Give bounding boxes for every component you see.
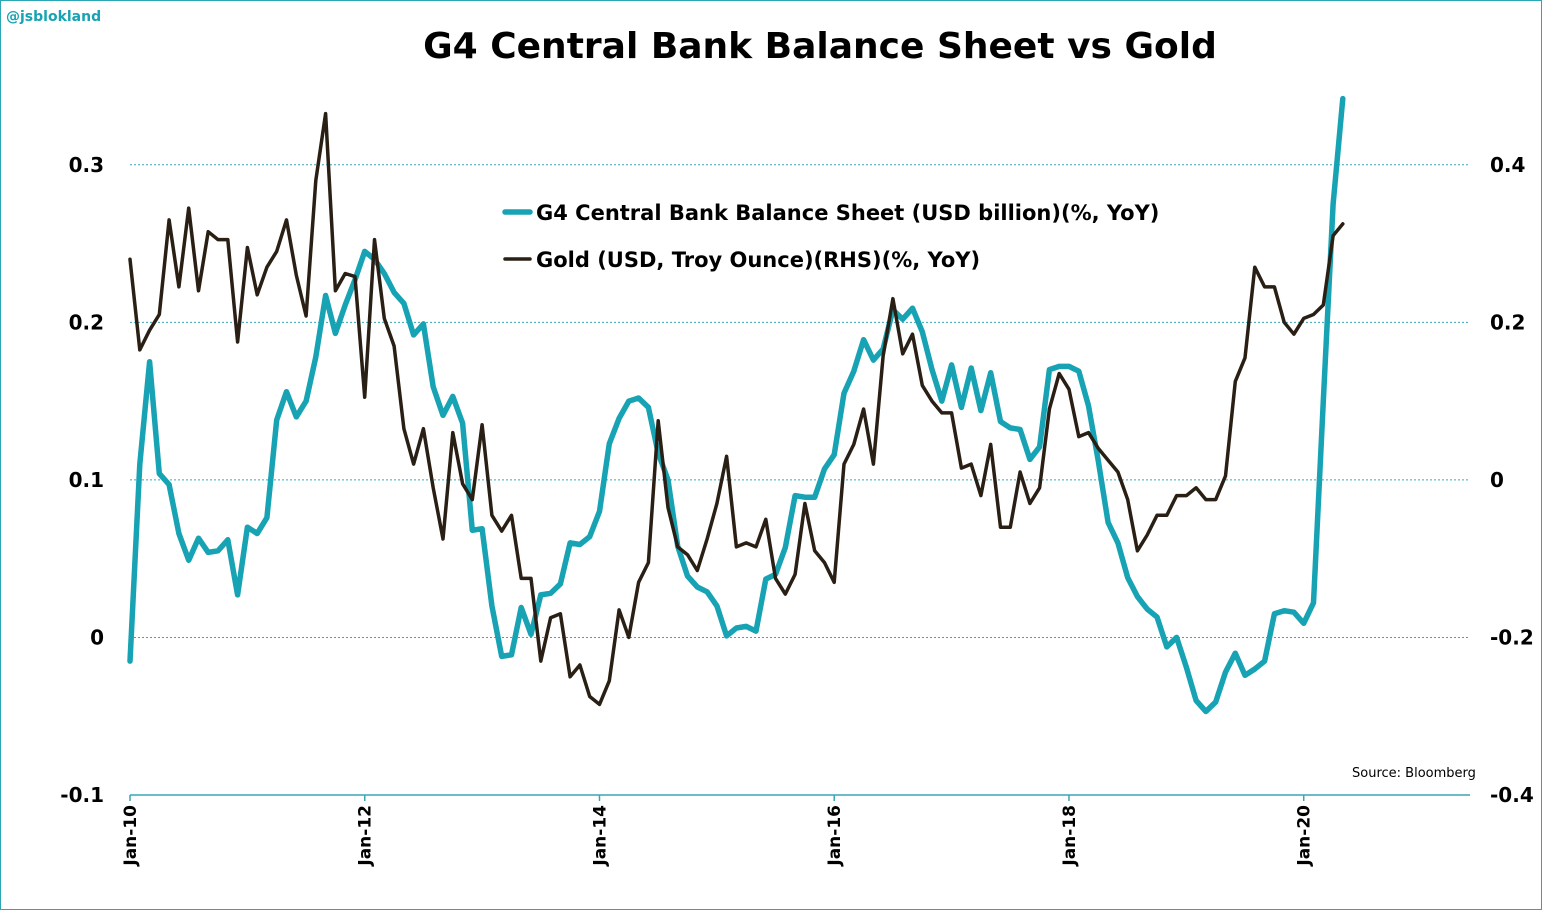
x-tick-label: Jan-10 xyxy=(121,805,141,867)
y-left-tick-label: 0.2 xyxy=(69,310,104,334)
y-left-tick-label: 0 xyxy=(90,625,104,649)
y-right-tick-label: -0.2 xyxy=(1490,625,1534,649)
gridlines xyxy=(130,164,1470,638)
source-note: Source: Bloomberg xyxy=(1352,766,1476,781)
y-left-tick-label: -0.1 xyxy=(60,783,104,807)
watermark: @jsblokland xyxy=(6,9,102,25)
legend-label: Gold (USD, Troy Ounce)(RHS)(%, YoY) xyxy=(536,248,980,272)
x-tick-label: Jan-12 xyxy=(356,805,376,867)
x-tick-label: Jan-16 xyxy=(825,805,845,867)
legend: G4 Central Bank Balance Sheet (USD billi… xyxy=(502,201,1159,272)
axes: 0.3 0.2 0.1 0 -0.1 0.4 0.2 0 -0.2 -0.4 Jan-10 Jan-1… xyxy=(60,153,1533,867)
chart-title: G4 Central Bank Balance Sheet vs Gold xyxy=(423,26,1217,67)
legend-label: G4 Central Bank Balance Sheet (USD billi… xyxy=(536,201,1159,225)
y-right-tick-label: 0.4 xyxy=(1490,153,1525,177)
y-right-tick-label: 0 xyxy=(1490,468,1504,492)
y-right-tick-label: 0.2 xyxy=(1490,310,1525,334)
x-tick-label: Jan-20 xyxy=(1295,805,1315,867)
x-tick-label: Jan-14 xyxy=(590,805,610,867)
y-left-tick-label: 0.1 xyxy=(69,468,104,492)
series-line-gold xyxy=(128,111,1345,707)
y-left-tick-label: 0.3 xyxy=(69,153,104,177)
series-line-balance-sheet xyxy=(127,95,1346,715)
x-tick-label: Jan-18 xyxy=(1060,805,1080,867)
series-lines xyxy=(127,95,1346,715)
y-right-tick-label: -0.4 xyxy=(1490,783,1534,807)
